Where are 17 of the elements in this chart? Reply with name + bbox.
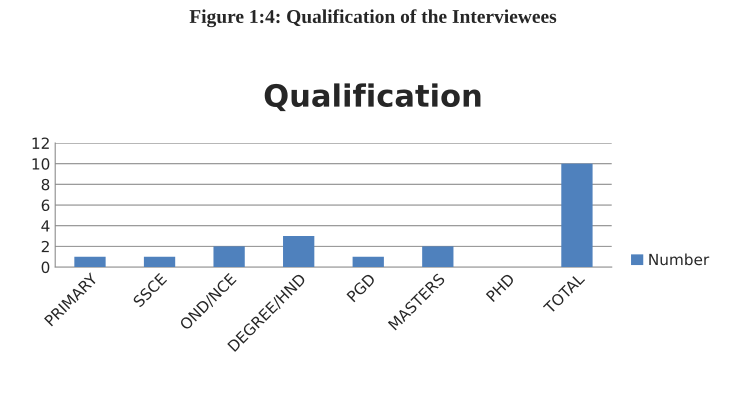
caption: Figure 1:4: Qualification of the Interviewees bbox=[190, 9, 556, 28]
bar bbox=[144, 256, 176, 268]
y-tick-label: 8 bbox=[42, 178, 50, 190]
bar bbox=[213, 246, 245, 268]
bar bbox=[283, 236, 314, 268]
y-tick-label: 0 bbox=[42, 262, 50, 274]
bar bbox=[352, 256, 384, 268]
y-tick-label: 12 bbox=[32, 137, 49, 149]
y-tick-label: 4 bbox=[41, 220, 50, 232]
y-tick-label: 2 bbox=[42, 240, 49, 252]
bar bbox=[74, 256, 106, 268]
y-tick-label: 6 bbox=[42, 199, 50, 212]
bar bbox=[561, 164, 593, 268]
y-tick-label: 10 bbox=[32, 158, 50, 170]
bar bbox=[422, 246, 454, 268]
chart-title: Qualification bbox=[264, 83, 480, 112]
legend-label: Number bbox=[649, 253, 710, 266]
